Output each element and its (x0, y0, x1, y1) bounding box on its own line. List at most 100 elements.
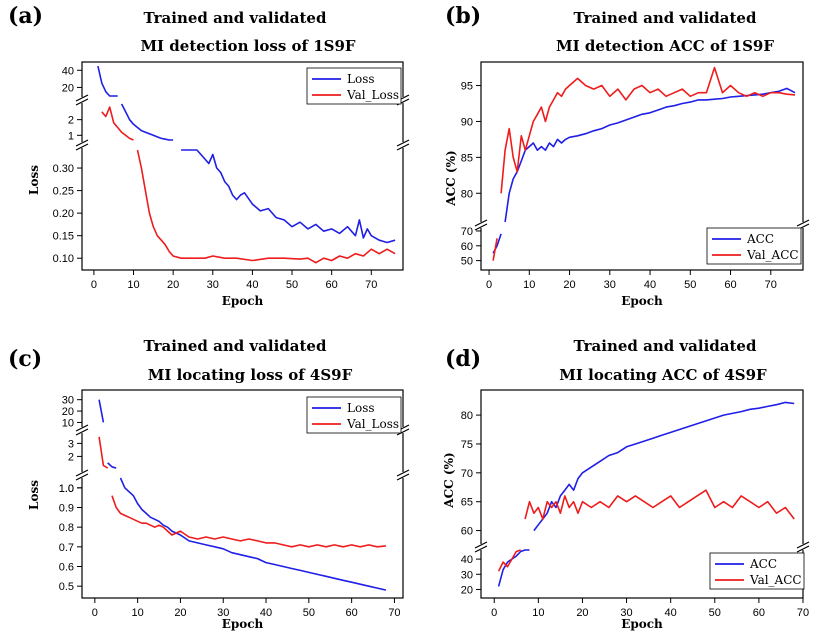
y-tick-label: 2 (68, 115, 74, 127)
y-tick-label: 75 (461, 439, 473, 451)
plot-frame (81, 61, 404, 271)
panel-label: (a) (8, 3, 43, 29)
x-tick-label: 0 (91, 279, 97, 291)
series-line-loss (98, 399, 105, 423)
x-tick-label: 60 (326, 279, 338, 291)
y-tick-label: 0.5 (59, 581, 74, 593)
chart-subtitle: MI detection ACC of 1S9F (556, 37, 774, 55)
legend-label: Loss (347, 401, 375, 415)
axis-break-mark (474, 541, 488, 549)
axis-break-mark (796, 541, 810, 549)
series-line-loss (181, 149, 396, 244)
panel-c: (c) Trained and validated MI locating loss… (8, 337, 410, 631)
panel-d: (d) Trained and validated MI locating ACC … (442, 337, 810, 631)
x-tick-label: 40 (246, 279, 258, 291)
series-line-loss (120, 103, 174, 141)
x-axis-label: Epoch (621, 617, 663, 631)
axis-break-mark (396, 143, 410, 151)
y-tick-label: 1 (68, 130, 74, 142)
series-line-val-loss (98, 436, 109, 469)
x-tick-label: 60 (753, 607, 765, 619)
y-tick-label: 3 (68, 438, 74, 450)
y-tick-label: 95 (461, 81, 473, 93)
plot-frame (480, 389, 804, 599)
y-tick-label: 40 (461, 554, 473, 566)
series-line-loss (107, 462, 117, 469)
x-tick-label: 20 (563, 279, 575, 291)
y-tick-label: 20 (461, 584, 473, 596)
x-tick-label: 30 (217, 607, 229, 619)
y-tick-label: 1.0 (59, 483, 74, 495)
series-line-val-acc (492, 238, 498, 261)
x-tick-label: 10 (532, 607, 544, 619)
y-tick-label: 30 (62, 395, 74, 407)
axis-break-mark (396, 469, 410, 477)
legend-label: Val_ACC (749, 573, 802, 587)
legend-label: Val_ACC (746, 248, 799, 262)
y-tick-label: 80 (461, 188, 473, 200)
axis-break-mark (474, 219, 488, 227)
x-tick-label: 60 (724, 279, 736, 291)
y-tick-label: 0.30 (53, 163, 74, 175)
x-axis-label: Epoch (621, 294, 663, 308)
y-tick-label: 20 (62, 406, 74, 418)
chart-title: Trained and validated (574, 337, 757, 355)
chart-title: Trained and validated (144, 9, 327, 27)
axis-break-gap (797, 222, 809, 228)
x-tick-label: 20 (174, 607, 186, 619)
y-tick-label: 40 (62, 65, 74, 77)
axis-break-gap (475, 222, 487, 228)
y-tick-label: 90 (461, 116, 473, 128)
x-tick-label: 50 (303, 607, 315, 619)
y-tick-label: 60 (461, 241, 473, 253)
axis-break-gap (76, 472, 88, 478)
axis-break-mark (75, 143, 89, 151)
panel-label: (d) (445, 346, 481, 372)
axis-break-gap (76, 427, 88, 433)
series-line-loss (119, 477, 387, 591)
axis-break-gap (397, 97, 409, 103)
plot-frame (81, 389, 404, 599)
axis-break-mark (474, 545, 488, 553)
y-tick-label: 10 (62, 417, 74, 429)
axis-break-mark (396, 428, 410, 436)
series-line-loss (97, 65, 118, 97)
panel-a: (a) Trained and validated MI detection los… (8, 3, 410, 308)
legend-label: Loss (347, 72, 375, 86)
x-tick-label: 70 (765, 279, 777, 291)
y-tick-label: 0.10 (53, 253, 74, 265)
legend-box (709, 552, 805, 590)
chart-title: Trained and validated (144, 337, 327, 355)
axis-break-mark (796, 545, 810, 553)
axis-break-mark (75, 473, 89, 481)
x-axis-label: Epoch (222, 617, 264, 631)
y-tick-label: 70 (461, 226, 473, 238)
x-tick-label: 10 (132, 607, 144, 619)
x-axis-label: Epoch (222, 294, 264, 308)
chart-title: Trained and validated (574, 9, 757, 27)
y-tick-label: 65 (461, 497, 473, 509)
x-tick-label: 50 (684, 279, 696, 291)
y-tick-label: 0.25 (53, 186, 74, 198)
x-tick-label: 60 (346, 607, 358, 619)
y-axis-label: Loss (27, 480, 41, 510)
series-line-acc (533, 401, 795, 532)
y-tick-label: 0.15 (53, 231, 74, 243)
y-tick-label: 1.0 (59, 483, 74, 495)
y-axis-label: Loss (27, 165, 41, 195)
y-tick-label: 20 (62, 82, 74, 94)
axis-break-gap (397, 427, 409, 433)
y-tick-label: 70 (461, 468, 473, 480)
y-tick-label: 2 (68, 451, 74, 463)
axis-break-mark (75, 424, 89, 432)
x-tick-label: 0 (491, 607, 497, 619)
axis-break-gap (797, 544, 809, 550)
axis-break-mark (474, 223, 488, 231)
axis-break-mark (75, 98, 89, 106)
y-tick-label: 0.20 (53, 208, 74, 220)
y-tick-label: 0.8 (59, 522, 74, 534)
y-tick-label: 80 (461, 410, 473, 422)
x-tick-label: 30 (604, 279, 616, 291)
x-tick-label: 50 (709, 607, 721, 619)
